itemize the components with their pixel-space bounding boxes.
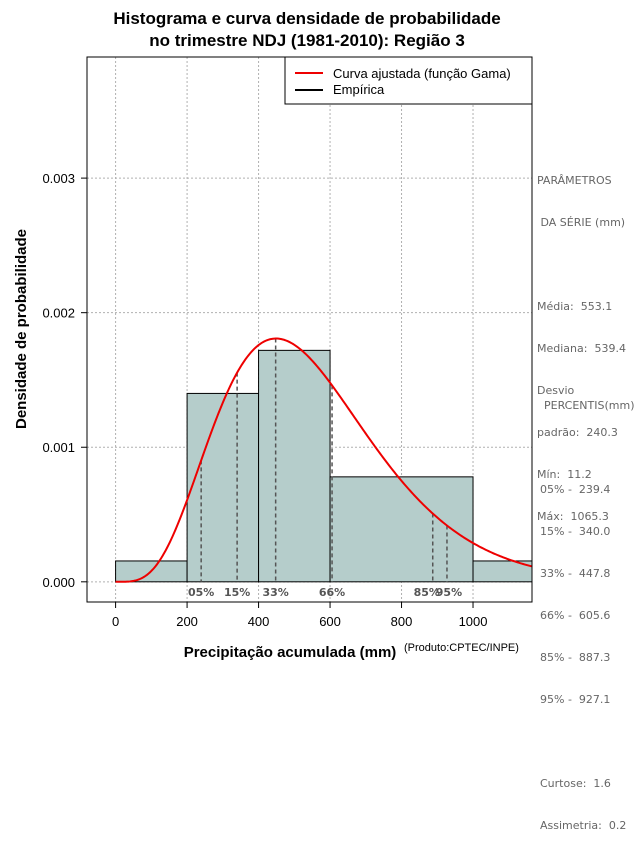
legend-curve-label: Curva ajustada (função Gama) <box>333 66 511 81</box>
percentile-label: 95% <box>436 586 462 599</box>
y-tick-label: 0.003 <box>42 171 75 186</box>
params-heading-line1: PARÂMETROS <box>537 174 612 187</box>
params-mean: Média: 553.1 <box>537 300 613 313</box>
params-min: Mín: 11.2 <box>537 468 592 481</box>
axis-layer: 0 200 400 600 800 1000 0.000 0.001 0.002 0.003 <box>42 171 487 629</box>
grid-layer <box>87 57 532 602</box>
percentile-label: 15% <box>224 586 250 599</box>
percentile-label: 85% <box>414 586 440 599</box>
params-median: Mediana: 539.4 <box>537 342 626 355</box>
histogram-bar <box>329 476 474 583</box>
params-heading-line2: DA SÉRIE (mm) <box>537 216 626 229</box>
histogram-bar <box>472 560 532 583</box>
histogram-bar <box>186 392 260 583</box>
percentile-label: 33% <box>262 586 288 599</box>
percentis-row: 15% - 340.0 <box>540 525 611 538</box>
percentis-row: 95% - 927.1 <box>540 693 611 706</box>
curve-layer <box>115 337 532 583</box>
chart-title-line1: Histograma e curva densidade de probabil… <box>113 9 500 28</box>
credit-text: (Produto:CPTEC/INPE) <box>404 642 519 654</box>
bars-layer <box>115 349 532 583</box>
y-axis-label: Densidade de probabilidade <box>13 229 30 429</box>
params-sd-line2: padrão: 240.3 <box>537 426 618 439</box>
percentis-row: 85% - 887.3 <box>540 651 611 664</box>
params-max: Máx: 1065.3 <box>537 510 609 523</box>
params-panel: PARÂMETROS DA SÉRIE (mm) Média: 553.1 Me… <box>537 146 626 538</box>
percentis-panel: PERCENTIS(mm) 05% - 239.4 15% - 340.0 33… <box>540 371 635 847</box>
percentis-skewness: Assimetria: 0.2 <box>540 819 627 832</box>
histogram-bar <box>258 349 331 583</box>
percentis-kurtosis: Curtose: 1.6 <box>540 777 611 790</box>
x-tick-label: 200 <box>176 614 198 629</box>
gamma-fit-curve <box>115 337 532 583</box>
x-tick-label: 1000 <box>459 614 488 629</box>
legend-empirical-label: Empírica <box>333 82 385 97</box>
x-tick-label: 600 <box>319 614 341 629</box>
percentis-heading: PERCENTIS(mm) <box>544 399 635 412</box>
y-tick-label: 0.001 <box>42 440 75 455</box>
percentile-label: 05% <box>188 586 214 599</box>
percentis-row: 33% - 447.8 <box>540 567 611 580</box>
percentile-label: 66% <box>319 586 345 599</box>
x-tick-label: 0 <box>112 614 119 629</box>
y-tick-label: 0.002 <box>42 306 75 321</box>
histogram-chart: Histograma e curva densidade de probabil… <box>13 9 533 660</box>
x-axis-label: Precipitação acumulada (mm) <box>184 644 397 660</box>
percentis-row: 05% - 239.4 <box>540 483 611 496</box>
legend: Curva ajustada (função Gama) Empírica <box>284 56 533 105</box>
percentile-lines-layer: 05% 15% 33% 66% 85%95% <box>188 338 462 599</box>
legend-box <box>284 56 533 105</box>
params-sd-line1: Desvio <box>537 384 575 397</box>
percentis-row: 66% - 605.6 <box>540 609 611 622</box>
x-tick-label: 800 <box>391 614 413 629</box>
x-tick-label: 400 <box>248 614 270 629</box>
chart-title-line2: no trimestre NDJ (1981-2010): Região 3 <box>149 31 465 50</box>
y-tick-label: 0.000 <box>42 575 75 590</box>
